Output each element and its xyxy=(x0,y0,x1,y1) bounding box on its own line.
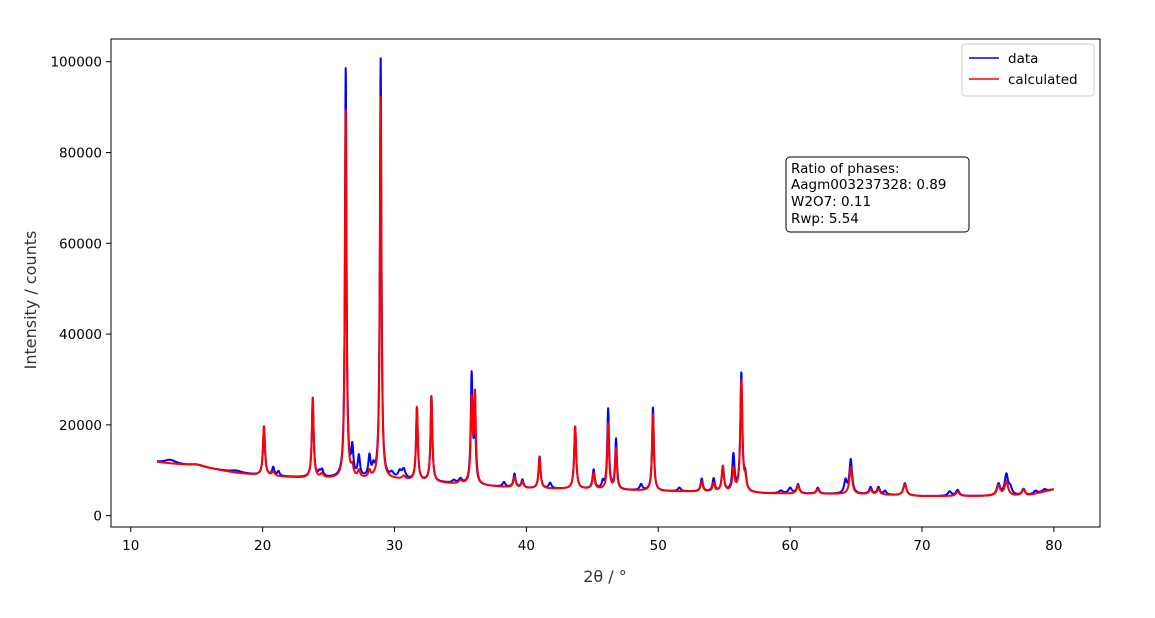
x-tick-label: 70 xyxy=(913,538,930,554)
y-tick-label: 0 xyxy=(93,509,102,525)
legend: data calculated xyxy=(961,43,1095,97)
annotation-line-rwp: Rwp: 5.54 xyxy=(791,211,859,227)
x-tick-label: 30 xyxy=(386,538,403,554)
x-tick-label: 80 xyxy=(1045,538,1062,554)
legend-label-data: data xyxy=(1008,51,1038,67)
y-axis-label: Intensity / counts xyxy=(21,231,40,370)
x-tick-label: 40 xyxy=(518,538,535,554)
plot-frame xyxy=(110,38,1101,528)
annotation-line-phase-2: W2O7: 0.11 xyxy=(791,194,871,210)
annotation-line-phase-1: Aagm003237328: 0.89 xyxy=(791,177,946,193)
x-tick-label: 50 xyxy=(650,538,667,554)
phase-ratio-annotation: Ratio of phases: Aagm003237328: 0.89 W2O… xyxy=(785,156,970,233)
x-axis: 10 20 30 40 50 60 70 80 xyxy=(122,527,1062,554)
y-tick-label: 100000 xyxy=(50,55,102,71)
y-tick-label: 20000 xyxy=(59,418,102,434)
y-tick-label: 80000 xyxy=(59,145,102,161)
legend-label-calculated: calculated xyxy=(1008,72,1078,88)
y-tick-label: 60000 xyxy=(59,236,102,252)
x-tick-label: 10 xyxy=(122,538,139,554)
y-tick-label: 40000 xyxy=(59,327,102,343)
series-line-calculated xyxy=(156,95,1055,497)
legend-box xyxy=(961,43,1095,97)
plot-area xyxy=(110,38,1101,528)
annotation-line-title: Ratio of phases: xyxy=(791,161,900,177)
x-tick-label: 20 xyxy=(254,538,271,554)
annotation-box xyxy=(785,156,970,233)
x-axis-label: 2θ / ° xyxy=(583,567,627,586)
series-layer xyxy=(156,57,1055,497)
x-tick-label: 60 xyxy=(782,538,799,554)
y-axis: 0 20000 40000 60000 80000 100000 xyxy=(50,55,111,525)
